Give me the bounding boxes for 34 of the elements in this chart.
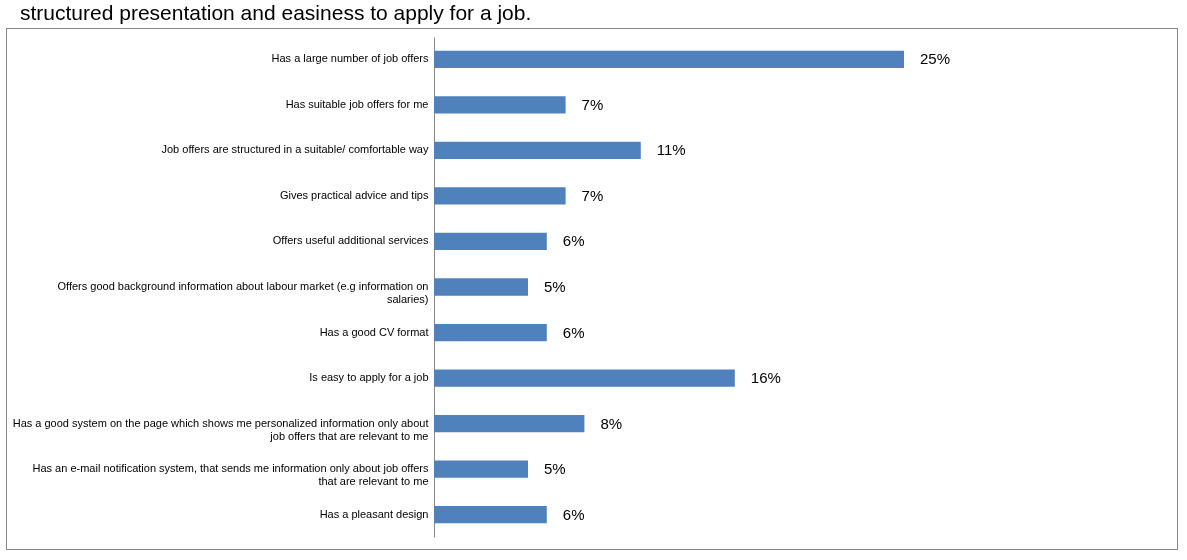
bar <box>434 369 735 387</box>
bar <box>434 278 528 296</box>
y-tick-label: Gives practical advice and tips <box>279 188 429 201</box>
y-tick-label: Is easy to apply for a job <box>309 371 429 384</box>
bar <box>434 50 904 68</box>
data-label: 6% <box>562 232 585 250</box>
data-label: 5% <box>544 278 566 295</box>
bar <box>434 506 547 524</box>
data-label: 11% <box>656 141 686 159</box>
bar <box>434 414 585 433</box>
bar <box>434 96 566 114</box>
data-label: 16% <box>750 369 781 387</box>
y-tick-label: Has a good system on the page which shows me personalized information only about job offers that are relevant to me <box>12 416 429 442</box>
bar <box>434 232 547 251</box>
bar <box>434 141 641 160</box>
bar <box>434 460 528 478</box>
bar <box>434 323 547 342</box>
chart-title: structured presentation and easiness to apply for a job. <box>20 0 533 26</box>
data-label: 6% <box>562 323 585 341</box>
y-tick-label: Offers useful additional services <box>272 234 429 247</box>
y-tick-label: Has a good CV format <box>319 325 429 338</box>
bar <box>434 187 566 205</box>
data-label: 8% <box>600 414 623 432</box>
data-label: 7% <box>581 186 604 204</box>
data-label: 6% <box>562 505 585 523</box>
data-label: 7% <box>581 95 604 113</box>
data-label: 25% <box>920 50 951 68</box>
y-tick-label: Has suitable job offers for me <box>285 97 429 110</box>
data-label: 5% <box>544 460 566 478</box>
y-tick-label: Has a pleasant design <box>319 507 429 520</box>
y-tick-label: Job offers are structured in a suitable/ comfortable way <box>161 143 429 156</box>
y-tick-label: Has a large number of job offers <box>271 52 429 65</box>
y-tick-label: Offers good background information about labour market (e.g information on salaries) <box>57 280 429 305</box>
y-tick-label: Has an e-mail notification system, that sends me information only about job offers that are relevant to me <box>32 462 429 488</box>
